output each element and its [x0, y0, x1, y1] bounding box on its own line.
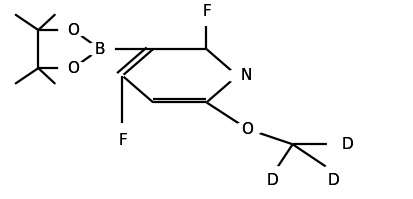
Circle shape — [59, 23, 88, 37]
Text: O: O — [67, 22, 79, 38]
Text: O: O — [67, 61, 79, 76]
Circle shape — [258, 166, 287, 179]
Text: D: D — [328, 173, 339, 188]
Text: D: D — [328, 173, 339, 188]
Circle shape — [328, 138, 356, 151]
Text: B: B — [95, 42, 105, 57]
Text: D: D — [342, 137, 354, 152]
Text: N: N — [240, 68, 252, 83]
Circle shape — [319, 166, 348, 179]
Text: O: O — [242, 122, 254, 137]
Text: O: O — [67, 61, 79, 76]
Circle shape — [192, 12, 221, 25]
Text: D: D — [266, 173, 278, 188]
Circle shape — [85, 42, 114, 56]
Text: D: D — [342, 137, 354, 152]
Circle shape — [233, 122, 262, 136]
Text: O: O — [67, 22, 79, 38]
Circle shape — [108, 126, 137, 139]
Circle shape — [59, 61, 88, 75]
Text: B: B — [95, 42, 105, 57]
Text: O: O — [242, 122, 254, 137]
Text: F: F — [202, 4, 211, 19]
Text: F: F — [202, 4, 211, 19]
Circle shape — [226, 69, 255, 82]
Text: D: D — [266, 173, 278, 188]
Text: N: N — [240, 68, 252, 83]
Text: F: F — [118, 133, 127, 148]
Text: F: F — [118, 133, 127, 148]
